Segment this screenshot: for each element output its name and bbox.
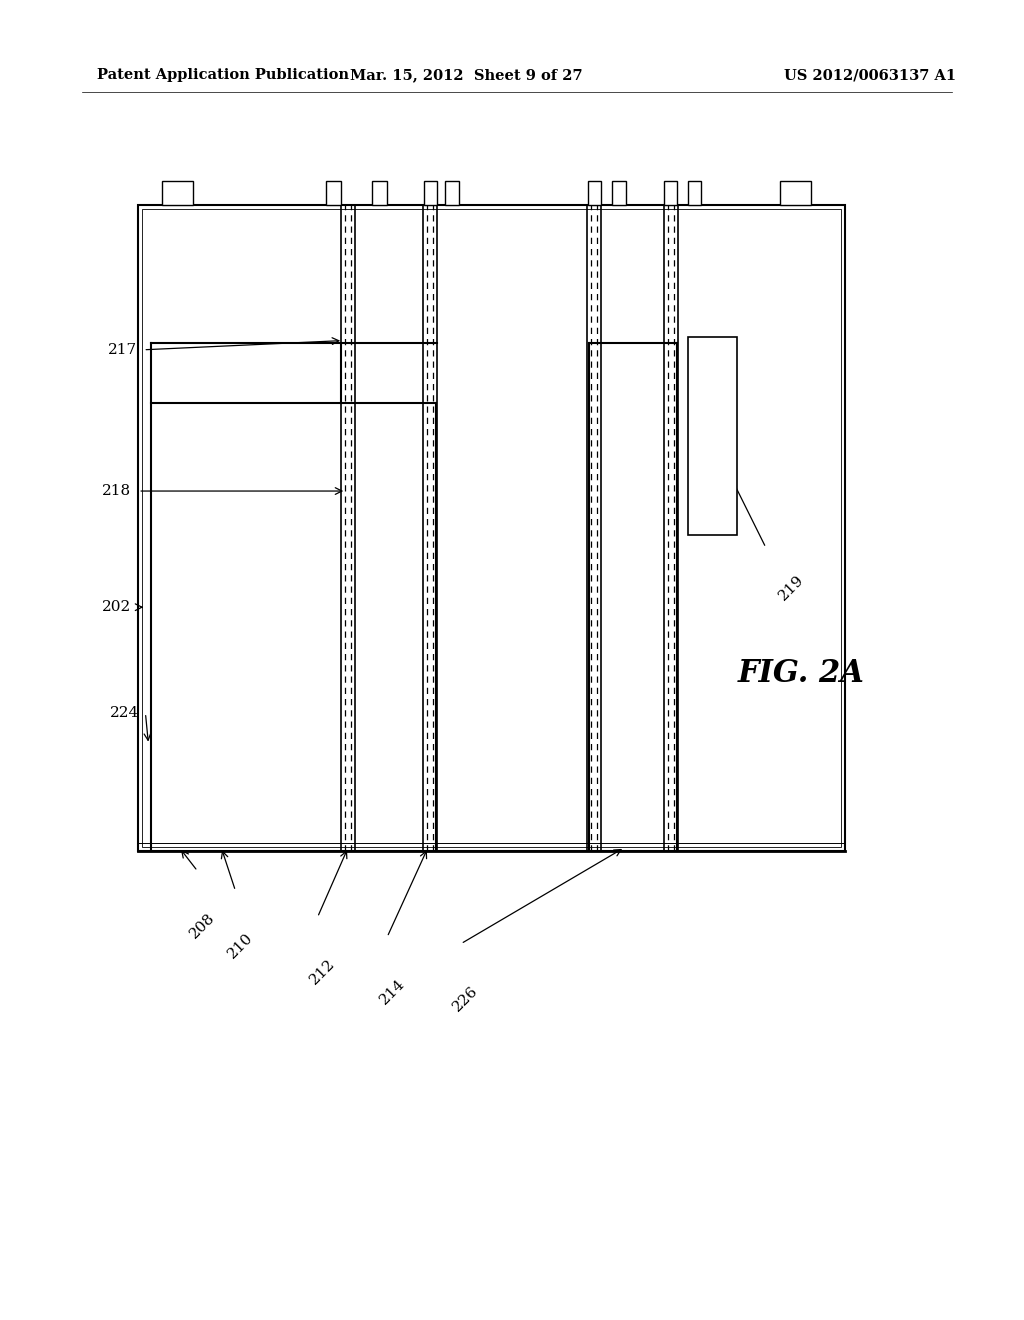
Text: 202: 202	[102, 601, 132, 614]
Text: FIG. 2A: FIG. 2A	[737, 657, 864, 689]
Text: Patent Application Publication: Patent Application Publication	[97, 69, 349, 82]
FancyBboxPatch shape	[588, 181, 601, 205]
Text: 208: 208	[187, 911, 218, 941]
Text: 212: 212	[307, 957, 338, 987]
Text: 218: 218	[102, 484, 131, 498]
FancyBboxPatch shape	[162, 181, 193, 205]
FancyBboxPatch shape	[688, 337, 737, 535]
Text: 214: 214	[377, 977, 408, 1007]
FancyBboxPatch shape	[664, 181, 677, 205]
FancyBboxPatch shape	[445, 181, 459, 205]
Text: 217: 217	[108, 343, 136, 356]
FancyBboxPatch shape	[780, 181, 811, 205]
Text: 224: 224	[110, 706, 139, 719]
FancyBboxPatch shape	[612, 181, 626, 205]
Text: 219: 219	[776, 572, 807, 603]
FancyBboxPatch shape	[138, 205, 845, 851]
FancyBboxPatch shape	[326, 181, 341, 205]
FancyBboxPatch shape	[424, 181, 437, 205]
FancyBboxPatch shape	[372, 181, 387, 205]
Text: 226: 226	[451, 983, 481, 1014]
Text: US 2012/0063137 A1: US 2012/0063137 A1	[784, 69, 956, 82]
Text: 210: 210	[225, 931, 256, 961]
Text: Mar. 15, 2012  Sheet 9 of 27: Mar. 15, 2012 Sheet 9 of 27	[349, 69, 583, 82]
FancyBboxPatch shape	[688, 181, 701, 205]
